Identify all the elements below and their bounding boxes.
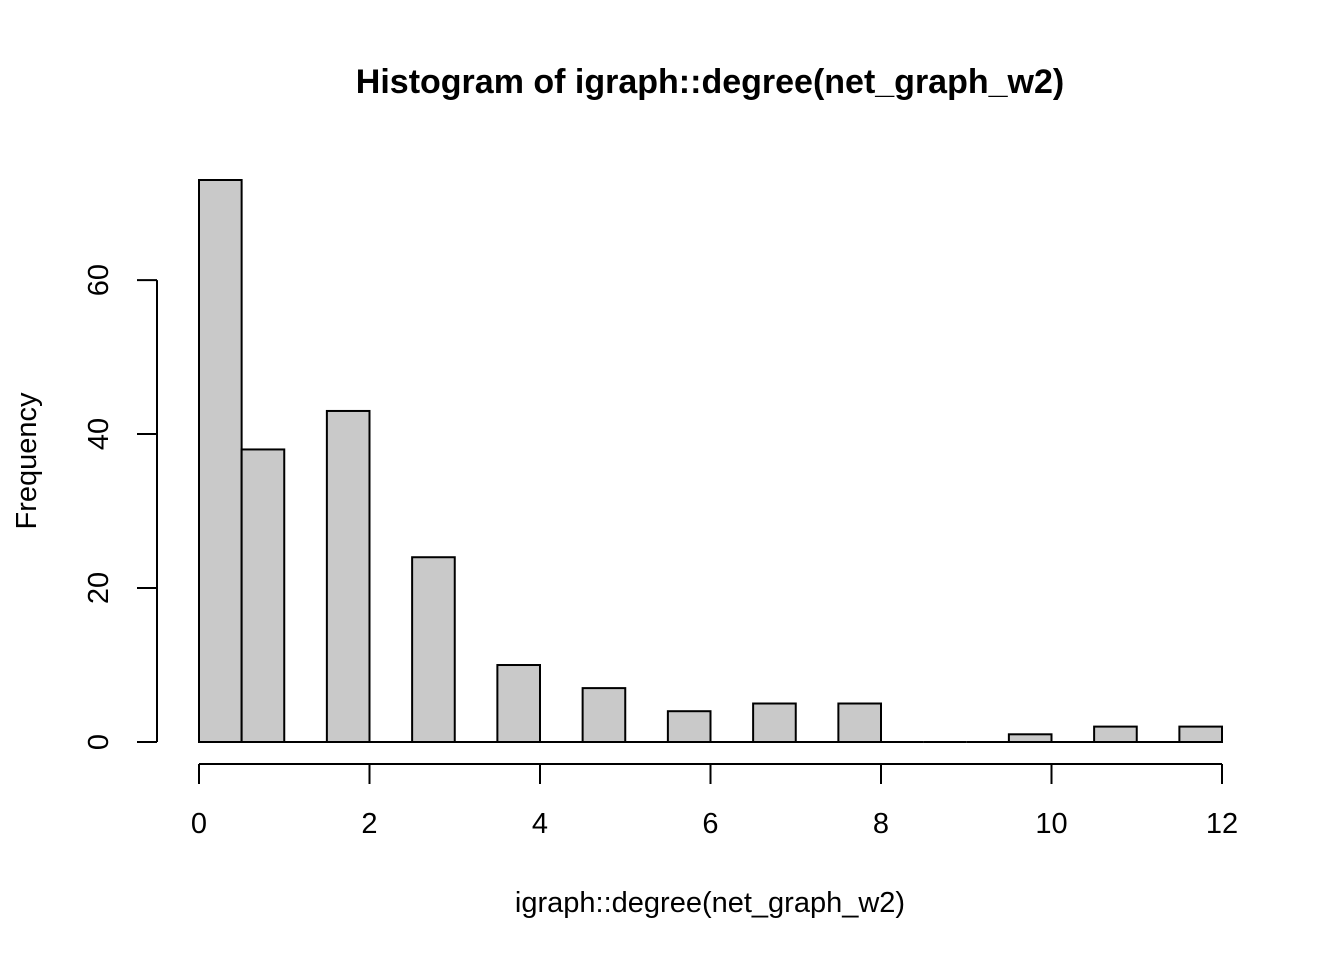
- x-tick-label: 4: [532, 808, 548, 840]
- x-tick-label: 0: [191, 808, 207, 840]
- y-tick-label: 20: [83, 572, 115, 604]
- x-tick-label: 8: [873, 808, 889, 840]
- histogram-bar: [581, 687, 627, 744]
- x-tick-label: 10: [1035, 808, 1067, 840]
- x-tick-label: 2: [361, 808, 377, 840]
- histogram-bar: [240, 448, 286, 743]
- x-axis: 0 2 4 6 8 10 12: [191, 763, 1238, 840]
- histogram-bar: [1007, 733, 1053, 744]
- x-tick-label: 12: [1206, 808, 1238, 840]
- y-tick-label: 0: [83, 734, 115, 750]
- y-axis-label: Frequency: [11, 392, 43, 530]
- histogram-bar: [325, 409, 371, 743]
- histogram-bar: [666, 710, 712, 744]
- y-tick-label: 40: [83, 418, 115, 450]
- x-axis-label: igraph::degree(net_graph_w2): [515, 887, 905, 919]
- histogram-bar: [752, 702, 797, 743]
- histogram-bar: [198, 179, 243, 743]
- histogram-bar: [1093, 725, 1138, 743]
- y-tick-label: 60: [83, 264, 115, 296]
- chart-title: Histogram of igraph::degree(net_graph_w2…: [356, 63, 1064, 101]
- x-tick-label: 6: [702, 808, 718, 840]
- y-axis: 0 20 40 60: [83, 264, 158, 750]
- histogram-bar: [411, 556, 456, 743]
- histogram-bar: [1178, 725, 1223, 743]
- bars-group: [198, 179, 1223, 744]
- histogram-bar: [837, 702, 882, 743]
- histogram-bar: [496, 664, 541, 743]
